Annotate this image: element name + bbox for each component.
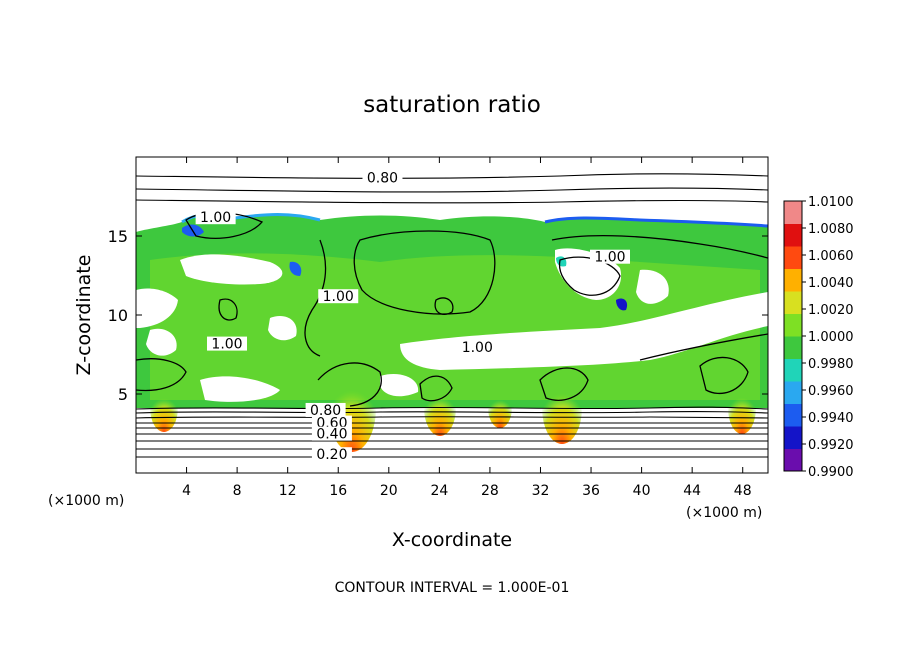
- upper-contours: [136, 173, 768, 204]
- colorbar-label: 0.9980: [808, 357, 854, 372]
- colorbar-label: 0.9940: [808, 411, 854, 426]
- x-tick-label: 36: [582, 483, 600, 499]
- lower-contours: [136, 406, 768, 458]
- contour-interval-note: CONTOUR INTERVAL = 1.000E-01: [335, 580, 570, 596]
- contour-label-bg: [457, 339, 498, 354]
- contour-label: 1.00: [200, 210, 231, 226]
- x-axis-title: X-coordinate: [392, 529, 512, 551]
- x-tick-label: 40: [633, 483, 651, 499]
- contour-label: 1.00: [462, 340, 493, 356]
- colorbar-swatch: [784, 246, 802, 269]
- colorbar-swatch: [784, 381, 802, 404]
- contour-label-bg: [362, 170, 403, 185]
- colorbar-label: 1.0040: [808, 276, 854, 291]
- contour-label: 0.20: [316, 447, 347, 463]
- colorbar-swatch: [784, 313, 802, 337]
- clear-hole: [380, 373, 419, 397]
- contour-label: 1.00: [323, 289, 354, 305]
- x-tick-label: 32: [532, 483, 550, 499]
- colorbar-label: 1.0080: [808, 222, 854, 237]
- colorbar-swatch: [784, 448, 802, 472]
- x-tick-label: 44: [683, 483, 701, 499]
- colorbar-label: 1.0100: [808, 195, 854, 210]
- contour-label-bg: [311, 447, 352, 462]
- y-axis-title: Z-coordinate: [73, 255, 95, 376]
- subsaturated-patch: [289, 261, 302, 276]
- colorbar-swatch: [784, 336, 802, 359]
- contour-labels: 0.801.001.001.001.001.000.800.600.400.20: [195, 170, 630, 463]
- saturation-field: [136, 157, 768, 473]
- colorbar-swatch: [784, 358, 802, 382]
- subsaturated-patch: [616, 298, 628, 311]
- colorbar-legend: 1.0100 1.0080 1.0060 1.0040 1.0020 1.0000 0.99…: [783, 195, 854, 480]
- contour-label: 0.40: [316, 427, 347, 443]
- x-tick-label: 8: [233, 483, 242, 499]
- contour-label-bg: [311, 415, 352, 430]
- colorbar-swatch: [784, 291, 802, 314]
- x-unit-left: (×1000 m): [48, 493, 124, 509]
- colorbar-label: 1.0060: [808, 249, 854, 264]
- clear-hole: [200, 376, 280, 402]
- y-axis: 5 10 15: [108, 227, 768, 404]
- x-tick-label: 48: [734, 483, 752, 499]
- contour-label-bg: [207, 336, 248, 351]
- clear-hole: [136, 288, 178, 328]
- colorbar-label: 1.0020: [808, 303, 854, 318]
- colorbar-label: 0.9900: [808, 465, 854, 480]
- clear-hole: [146, 328, 177, 356]
- x-tick-label: 16: [329, 483, 347, 499]
- clear-hole: [268, 316, 297, 341]
- contour-label-bg: [305, 402, 346, 417]
- x-tick-label: 24: [430, 483, 448, 499]
- colorbar-swatch: [784, 201, 802, 224]
- clear-hole: [180, 254, 283, 285]
- contour-label-bg: [311, 426, 352, 441]
- contour-label-bg: [195, 210, 236, 225]
- y-tick-label: 5: [118, 385, 128, 404]
- cloud-edge-blue-2: [544, 216, 768, 228]
- colorbar-swatch: [784, 426, 802, 449]
- x-unit-right: (×1000 m): [686, 505, 762, 521]
- x-tick-label: 4: [182, 483, 191, 499]
- contour-label: 1.00: [594, 250, 625, 266]
- contour-label: 0.80: [310, 403, 341, 419]
- x-tick-label: 12: [279, 483, 297, 499]
- x-axis: 4 8 12 16 20 24 28 32 36 40 44 48: [182, 157, 752, 499]
- contour-1-00: [136, 211, 768, 407]
- colorbar-swatch: [784, 223, 802, 247]
- contour-label: 1.00: [211, 337, 242, 353]
- colorbar-swatch: [784, 403, 802, 427]
- chart-title: saturation ratio: [363, 92, 541, 118]
- x-tick-label: 20: [380, 483, 398, 499]
- x-tick-label: 28: [481, 483, 499, 499]
- contour-label: 0.80: [367, 171, 398, 187]
- colorbar-swatch: [784, 268, 802, 292]
- y-tick-label: 15: [108, 227, 128, 246]
- colorbar-label: 0.9920: [808, 438, 854, 453]
- colorbar-label: 1.0000: [808, 330, 854, 345]
- contour-label-bg: [318, 289, 359, 304]
- contour-label-bg: [590, 249, 630, 264]
- y-tick-label: 10: [108, 306, 128, 325]
- clear-hole: [636, 269, 669, 304]
- colorbar-label: 0.9960: [808, 384, 854, 399]
